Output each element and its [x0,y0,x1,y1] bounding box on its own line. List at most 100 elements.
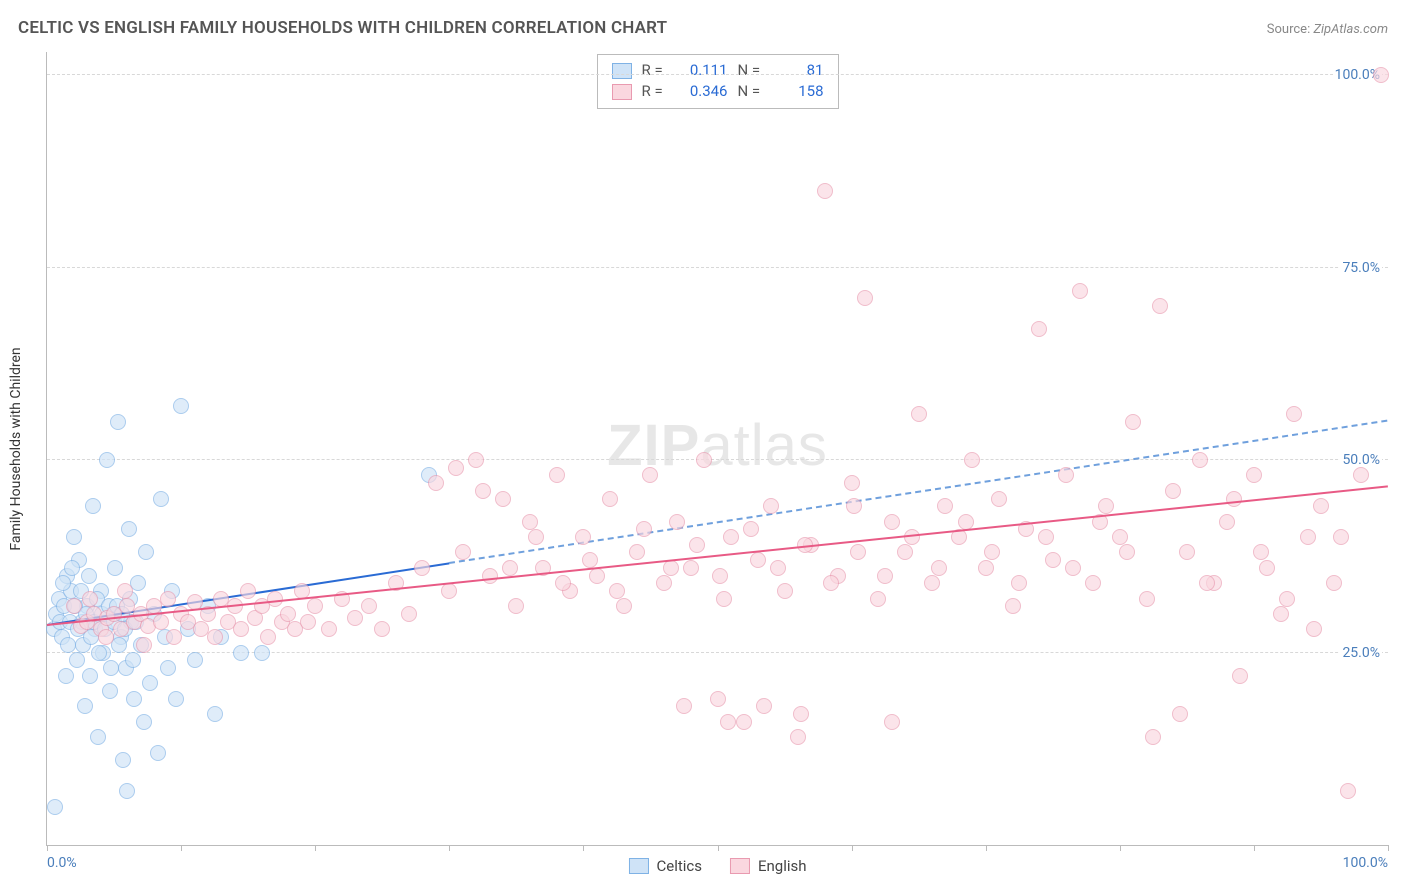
data-point-celtics [60,637,76,653]
data-point-english [1232,668,1248,684]
y-tick-label: 25.0% [1340,645,1382,661]
x-tick [718,845,719,851]
data-point-english [160,591,176,607]
data-point-celtics [69,652,85,668]
x-tick [986,845,987,851]
legend-r-value: 0.111 [678,60,728,81]
data-point-english [582,552,598,568]
data-point-english [1119,544,1135,560]
x-tick [449,845,450,851]
data-point-english [575,529,591,545]
data-point-english [260,629,276,645]
data-point-celtics [187,652,203,668]
series-legend: Celtics English [628,857,806,875]
data-point-english [414,560,430,576]
gridline-h [47,74,1388,75]
data-point-celtics [115,752,131,768]
data-point-english [117,583,133,599]
data-point-english [1253,544,1269,560]
data-point-english [136,637,152,653]
data-point-english [82,591,98,607]
data-point-english [1179,544,1195,560]
watermark: ZIPatlas [607,412,828,479]
data-point-english [1192,452,1208,468]
data-point-english [1165,483,1181,499]
x-tick-label: 100.0% [1343,855,1388,871]
data-point-english [777,583,793,599]
data-point-english [1038,529,1054,545]
stats-legend: R =0.111N =81R =0.346N =158 [597,54,839,109]
data-point-english [823,575,839,591]
data-point-english [602,491,618,507]
data-point-english [870,591,886,607]
data-point-english [846,498,862,514]
data-point-english [931,560,947,576]
data-point-celtics [233,645,249,661]
data-point-english [1340,783,1356,799]
data-point-celtics [254,645,270,661]
data-point-english [609,583,625,599]
data-point-english [683,560,699,576]
data-point-english [207,629,223,645]
data-point-english [656,575,672,591]
data-point-english [991,491,1007,507]
data-point-english [495,491,511,507]
data-point-celtics [99,452,115,468]
data-point-english [636,521,652,537]
legend-swatch [730,858,750,874]
data-point-celtics [150,745,166,761]
data-point-english [770,560,786,576]
legend-r-label: R = [642,60,668,81]
data-point-english [763,498,779,514]
data-point-english [884,514,900,530]
legend-n-label: N = [738,60,764,81]
x-tick [1388,845,1389,851]
data-point-english [66,598,82,614]
data-point-celtics [125,652,141,668]
chart-title: CELTIC VS ENGLISH FAMILY HOUSEHOLDS WITH… [18,18,667,38]
data-point-english [1011,575,1027,591]
data-point-english [1279,591,1295,607]
stats-legend-row-english: R =0.346N =158 [612,81,824,102]
x-tick [181,845,182,851]
data-point-english [793,706,809,722]
data-point-english [958,514,974,530]
source-name: ZipAtlas.com [1313,22,1388,37]
data-point-english [964,452,980,468]
data-point-celtics [153,491,169,507]
data-point-english [1286,406,1302,422]
data-point-english [528,529,544,545]
data-point-english [1152,298,1168,314]
y-tick-label: 50.0% [1340,452,1382,468]
series-legend-item: Celtics [628,857,702,875]
legend-swatch-celtics [612,63,632,79]
data-point-english [307,598,323,614]
series-legend-item: English [730,857,807,875]
data-point-celtics [55,575,71,591]
x-tick [47,845,48,851]
data-point-english [743,521,759,537]
data-point-english [1219,514,1235,530]
data-point-english [321,621,337,637]
data-point-english [1172,706,1188,722]
data-point-english [712,568,728,584]
gridline-h [47,459,1388,460]
data-point-english [850,544,866,560]
data-point-english [1273,606,1289,622]
data-point-english [1333,529,1349,545]
data-point-english [240,583,256,599]
data-point-english [361,598,377,614]
data-point-english [1058,467,1074,483]
trend-line-dashed [449,420,1388,564]
data-point-english [663,560,679,576]
legend-swatch-english [612,84,632,100]
data-point-english [1313,498,1329,514]
data-point-english [720,714,736,730]
data-point-english [1125,414,1141,430]
x-tick [1254,845,1255,851]
data-point-english [750,552,766,568]
series-legend-label: English [758,857,807,875]
data-point-english [642,467,658,483]
data-point-english [549,467,565,483]
data-point-english [1031,321,1047,337]
